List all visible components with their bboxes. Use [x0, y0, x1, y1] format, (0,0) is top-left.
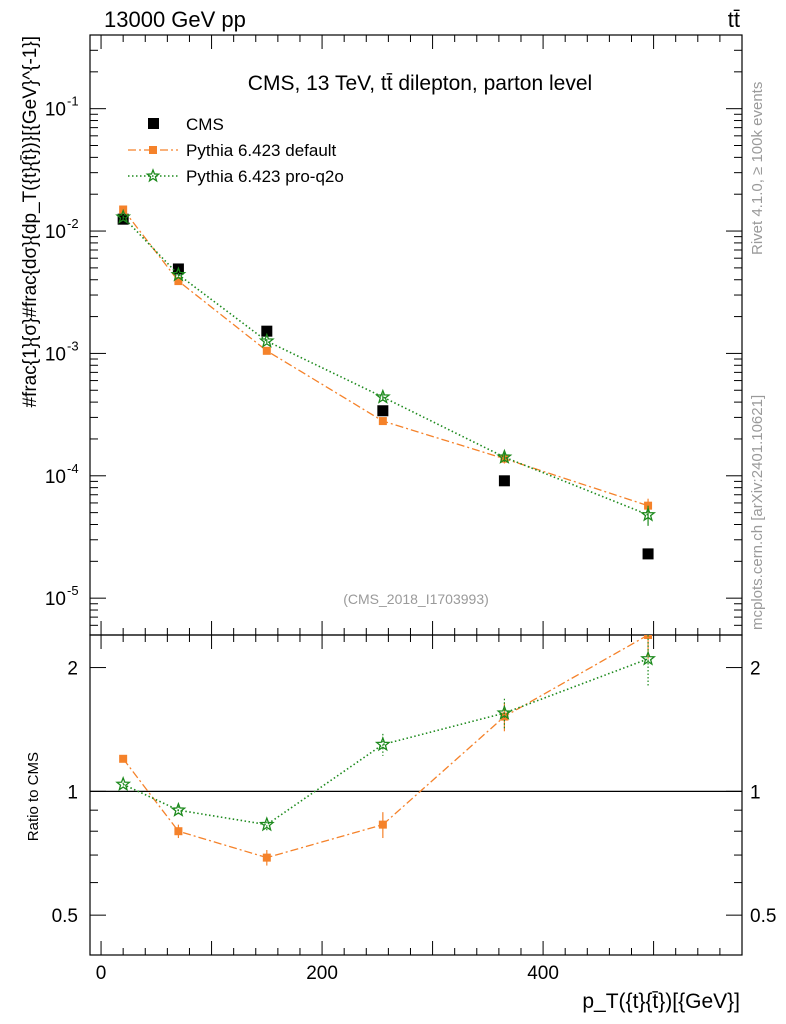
ratio-axis-title: Ratio to CMS — [25, 752, 42, 841]
header-final-state-label: tt̄ — [728, 7, 740, 32]
legend-proq2o-label: Pythia 6.423 pro-q2o — [186, 167, 344, 186]
pythia-default-point — [262, 346, 271, 355]
pythia-default-ratio-point — [174, 827, 183, 836]
pythia-proq2o-point — [640, 506, 657, 522]
y-tick-label: 10 — [45, 222, 66, 243]
y-tick-exponent: -1 — [67, 94, 79, 109]
legend-default-marker — [149, 146, 157, 154]
x-tick-label: 400 — [527, 963, 559, 984]
rivet-version-label: Rivet 4.1.0, ≥ 100k events — [749, 82, 766, 255]
ratio-tick-label-left: 1 — [67, 782, 78, 803]
chart-title: CMS, 13 TeV, tt̄ dilepton, parton level — [248, 72, 592, 95]
y-tick-label: 10 — [45, 100, 66, 121]
ratio-plot-frame — [89, 634, 743, 956]
pythia-default-point — [378, 417, 387, 426]
cms-point — [377, 405, 389, 417]
pythia-default-ratio-point — [378, 820, 387, 829]
pythia-proq2o-ratio-point — [170, 801, 187, 817]
ratio-tick-label-left: 0.5 — [52, 906, 78, 927]
y-tick-exponent: -4 — [67, 461, 79, 476]
pythia-default-ratio-point — [644, 635, 653, 639]
pythia-proq2o-ratio-point — [258, 816, 275, 832]
legend-proq2o-marker — [145, 168, 161, 183]
x-axis-title: p_T({t}{t̄})[{GeV}] — [582, 990, 740, 1013]
x-tick-label: 200 — [306, 963, 338, 984]
ratio-tick-label-right: 2 — [750, 659, 761, 680]
y-tick-exponent: -2 — [67, 216, 79, 231]
cms-point — [498, 475, 510, 487]
y-tick-label: 10 — [45, 344, 66, 365]
legend-cms-label: CMS — [186, 115, 224, 134]
analysis-watermark: (CMS_2018_I1703993) — [343, 591, 489, 607]
pythia-proq2o-ratio-point — [496, 704, 513, 720]
legend-cms-marker — [148, 118, 159, 129]
pythia-proq2o-main-line — [122, 216, 649, 516]
cms-point — [261, 325, 273, 337]
ratio-tick-label-right: 1 — [750, 782, 761, 803]
y-tick-exponent: -5 — [67, 583, 79, 598]
y-tick-label: 10 — [45, 589, 66, 610]
legend-default-label: Pythia 6.423 default — [186, 141, 337, 160]
ratio-tick-label-right: 0.5 — [750, 906, 776, 927]
x-tick-label: 0 — [96, 963, 107, 984]
pythia-proq2o-point — [170, 266, 187, 282]
header-process-label: 13000 GeV pp — [104, 7, 246, 32]
pythia-proq2o-point — [496, 448, 513, 464]
pythia-default-ratio-point — [262, 853, 271, 862]
pythia-default-ratio-point — [119, 754, 128, 763]
y-tick-exponent: -3 — [67, 338, 79, 353]
cms-point — [642, 548, 654, 560]
ratio-tick-label-left: 2 — [67, 659, 78, 680]
pythia-proq2o-ratio-line — [122, 658, 649, 826]
pythia-default-main-line — [122, 209, 649, 507]
ratio-series-group — [115, 635, 657, 866]
y-axis-title: #frac{1}{σ}#frac{dσ}{dp_T({t}{t̄})}[{GeV… — [20, 36, 41, 408]
pythia-proq2o-ratio-point — [115, 775, 132, 792]
y-tick-label: 10 — [45, 467, 66, 488]
pythia-proq2o-ratio-point — [640, 650, 657, 666]
pythia-proq2o-point — [115, 208, 132, 224]
mcplots-reference-label: mcplots.cern.ch [arXiv:2401.10621] — [749, 395, 766, 630]
pythia-default-ratio-line — [122, 635, 649, 859]
pythia-default-point — [174, 277, 183, 286]
pythia-proq2o-point — [374, 388, 391, 404]
legend: CMS Pythia 6.423 default Pythia 6.423 pr… — [128, 115, 344, 186]
pythia-proq2o-point — [258, 332, 275, 348]
pythia-proq2o-ratio-point — [374, 736, 391, 752]
data-layer — [90, 205, 742, 866]
